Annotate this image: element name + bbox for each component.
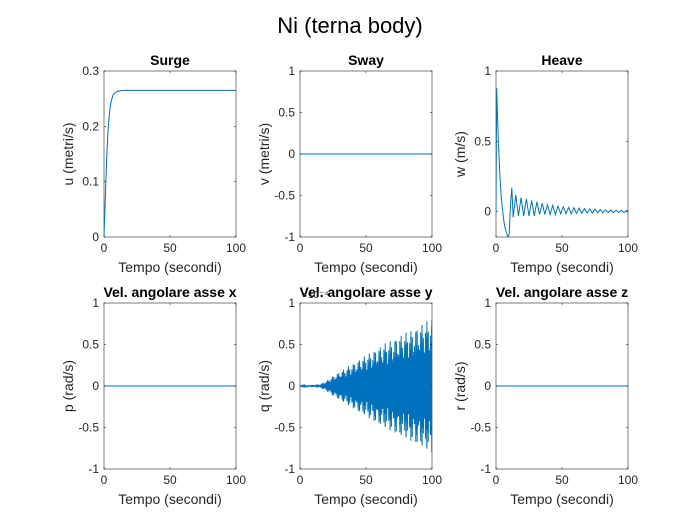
x-tick-label: 50 xyxy=(555,241,569,255)
x-axis-label: Tempo (secondi) xyxy=(510,259,614,275)
y-tick-label: 0.2 xyxy=(82,119,99,133)
y-axis-label: v (metri/s) xyxy=(256,123,272,185)
y-tick-label: 0.3 xyxy=(82,64,99,78)
y-tick-label: -1 xyxy=(88,462,99,476)
subplot-4: 0 50 100 -1 -0.5 0 0.5 1 Vel. angolare asse x Tem… xyxy=(60,284,246,507)
x-tick-label: 50 xyxy=(359,241,373,255)
axes-frame xyxy=(103,70,237,238)
y-tick-label: 1 xyxy=(288,296,295,310)
y-tick-label: 0 xyxy=(484,379,491,393)
data-layer xyxy=(300,319,432,453)
y-multiplier-label: ×10⁻⁴ xyxy=(302,290,329,301)
subplot-1: 0 50 100 0 0.1 0.2 0.3 Surge Tempo (secondi) u (m… xyxy=(60,52,246,275)
x-tick-label: 100 xyxy=(618,241,638,255)
x-axis-label: Tempo (secondi) xyxy=(314,491,418,507)
y-tick-label: 0 xyxy=(92,230,99,244)
subplot-title: Vel. angolare asse z xyxy=(496,284,628,300)
subplot-title: Surge xyxy=(150,52,190,68)
data-layer xyxy=(104,89,236,237)
y-axis-label: r (rad/s) xyxy=(452,362,468,411)
series-line-1 xyxy=(300,319,432,453)
x-tick-label: 100 xyxy=(422,241,442,255)
x-tick-label: 100 xyxy=(226,473,246,487)
y-tick-label: -1 xyxy=(284,230,295,244)
y-tick-label: 1 xyxy=(484,296,491,310)
y-tick-label: 0.5 xyxy=(278,106,295,120)
y-tick-label: 0 xyxy=(288,147,295,161)
x-tick-label: 100 xyxy=(226,241,246,255)
figure-title: Ni (terna body) xyxy=(277,13,423,38)
y-tick-label: 1 xyxy=(92,296,99,310)
subplot-title: Vel. angolare asse x xyxy=(103,284,236,300)
y-axis-label: q (rad/s) xyxy=(256,360,272,412)
subplot-6: 0 50 100 -1 -0.5 0 0.5 1 Vel. angolare asse z Tem… xyxy=(452,284,638,507)
x-tick-label: 50 xyxy=(163,241,177,255)
y-tick-label: -0.5 xyxy=(78,421,99,435)
x-tick-label: 0 xyxy=(101,473,108,487)
y-tick-label: 0 xyxy=(92,379,99,393)
y-tick-label: 1 xyxy=(484,64,491,78)
subplot-5: 0 50 100 -1 -0.5 0 0.5 1 Vel. angolare asse y Tem… xyxy=(256,284,442,507)
y-axis-label: p (rad/s) xyxy=(60,360,76,412)
y-tick-label: 0.5 xyxy=(474,338,491,352)
y-tick-label: -0.5 xyxy=(470,421,491,435)
y-tick-label: 1 xyxy=(288,64,295,78)
x-tick-label: 0 xyxy=(493,473,500,487)
y-axis-label: u (metri/s) xyxy=(60,123,76,186)
y-tick-label: -0.5 xyxy=(274,421,295,435)
y-tick-label: 0 xyxy=(484,205,491,219)
y-tick-label: -1 xyxy=(284,462,295,476)
y-tick-label: 0.1 xyxy=(82,175,99,189)
x-axis-label: Tempo (secondi) xyxy=(314,259,418,275)
x-tick-label: 100 xyxy=(422,473,442,487)
y-tick-label: 0.5 xyxy=(82,338,99,352)
x-tick-label: 0 xyxy=(101,241,108,255)
subplot-title: Sway xyxy=(348,52,384,68)
y-tick-label: 0.5 xyxy=(278,338,295,352)
y-tick-label: -0.5 xyxy=(274,189,295,203)
x-tick-label: 50 xyxy=(163,473,177,487)
x-axis-label: Tempo (secondi) xyxy=(118,491,222,507)
x-tick-label: 0 xyxy=(297,473,304,487)
y-tick-label: 0 xyxy=(288,379,295,393)
series-line-1 xyxy=(496,87,628,237)
x-axis-label: Tempo (secondi) xyxy=(118,259,222,275)
y-tick-label: 0.5 xyxy=(474,134,491,148)
x-tick-label: 0 xyxy=(493,241,500,255)
subplot-2: 0 50 100 -1 -0.5 0 0.5 1 Sway Tempo (secondi) v (m… xyxy=(256,52,442,275)
x-tick-label: 50 xyxy=(359,473,373,487)
y-axis-label: w (m/s) xyxy=(452,131,468,178)
subplot-title: Heave xyxy=(541,52,582,68)
x-tick-label: 0 xyxy=(297,241,304,255)
x-tick-label: 100 xyxy=(618,473,638,487)
x-tick-label: 50 xyxy=(555,473,569,487)
series-line-1 xyxy=(104,89,236,237)
subplot-3: 0 50 100 0 0.5 1 Heave Tempo (secondi) w (m/s) xyxy=(452,52,638,275)
data-layer xyxy=(496,87,628,237)
subplot-title: Vel. angolare asse y xyxy=(299,284,432,300)
y-tick-label: -1 xyxy=(480,462,491,476)
x-axis-label: Tempo (secondi) xyxy=(510,491,614,507)
